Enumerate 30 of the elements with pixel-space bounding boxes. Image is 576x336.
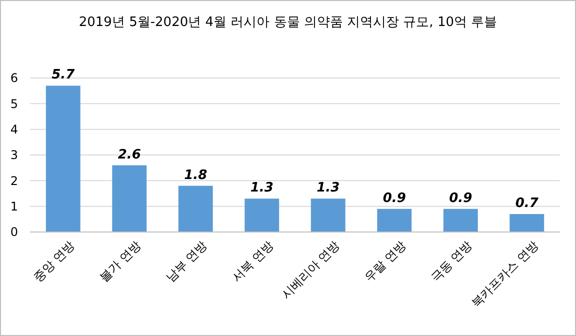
bar bbox=[244, 198, 280, 232]
chart-title: 2019년 5월-2020년 4월 러시아 동물 의약품 지역시장 규모, 10억 루블 bbox=[78, 15, 498, 30]
bar bbox=[510, 214, 544, 232]
y-tick-label: 4 bbox=[10, 122, 18, 137]
data-label: 1.3 bbox=[250, 180, 274, 196]
data-label: 0.9 bbox=[382, 190, 406, 206]
data-label: 0.9 bbox=[449, 190, 472, 206]
bar bbox=[310, 198, 346, 232]
y-tick-label: 2 bbox=[10, 174, 18, 188]
x-tick-label: 중앙 연방 bbox=[30, 238, 78, 285]
x-tick-label: 서북 연방 bbox=[229, 238, 276, 285]
data-label: 1.8 bbox=[184, 168, 208, 183]
data-label: 0.7 bbox=[515, 196, 540, 212]
x-tick-label: 볼가 연방 bbox=[96, 238, 144, 285]
y-tick-label: 3 bbox=[10, 148, 18, 162]
bar bbox=[377, 208, 412, 232]
bar bbox=[178, 186, 213, 232]
x-tick-label: 남부 연방 bbox=[163, 238, 210, 285]
y-tick-label: 5 bbox=[10, 96, 18, 111]
x-tick-label: 극동 연방 bbox=[428, 238, 475, 285]
y-tick-label: 0 bbox=[10, 225, 18, 240]
bar bbox=[443, 208, 478, 232]
y-tick-label: 1 bbox=[10, 200, 18, 214]
bar bbox=[112, 165, 147, 232]
data-label: 5.7 bbox=[52, 68, 76, 83]
y-tick-label: 6 bbox=[10, 71, 18, 86]
data-label: 1.3 bbox=[316, 180, 340, 196]
x-tick-label: 우랄 연방 bbox=[362, 238, 408, 285]
data-label: 2.6 bbox=[118, 147, 141, 162]
bar bbox=[46, 86, 80, 232]
